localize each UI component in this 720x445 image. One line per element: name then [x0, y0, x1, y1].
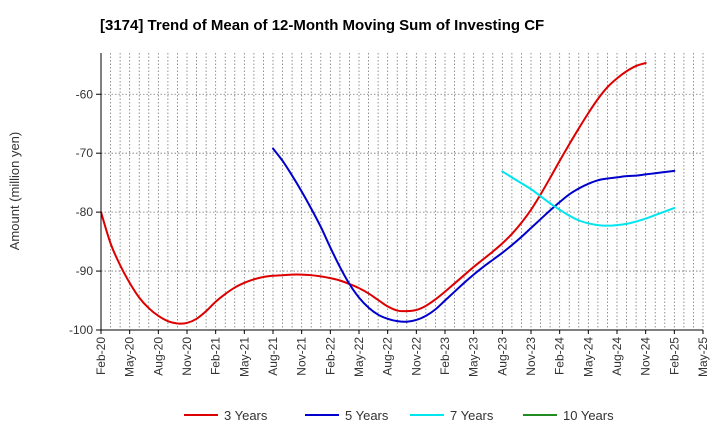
- x-tick-label: Aug-21: [266, 337, 280, 376]
- x-tick-label: Feb-23: [438, 337, 452, 375]
- x-tick-label: Aug-20: [151, 337, 165, 376]
- x-tick-label: May-22: [352, 337, 366, 377]
- y-tick-label: -90: [76, 264, 94, 278]
- series-line-5-years: [272, 147, 676, 323]
- x-tick-label: Feb-24: [553, 337, 567, 375]
- y-tick-label: -70: [76, 146, 94, 160]
- chart-title: [3174] Trend of Mean of 12-Month Moving …: [100, 17, 544, 34]
- x-tick-label: May-25: [696, 337, 710, 377]
- legend-label-10-years: 10 Years: [563, 408, 614, 423]
- x-tick-label: Nov-21: [295, 337, 309, 376]
- x-tick-label: Nov-22: [409, 337, 423, 376]
- legend-label-3-years: 3 Years: [224, 408, 268, 423]
- x-tick-label: Feb-21: [209, 337, 223, 375]
- x-tick-label: Nov-20: [180, 337, 194, 376]
- x-tick-label: May-21: [237, 337, 251, 377]
- series-line-3-years: [100, 62, 647, 325]
- legend: 3 Years 5 Years 7 Years 10 Years: [184, 408, 614, 423]
- x-tick-label: May-23: [467, 337, 481, 377]
- x-tick-label: Nov-24: [639, 337, 653, 376]
- x-tick-label: Feb-20: [94, 337, 108, 375]
- x-tick-label: Nov-23: [524, 337, 538, 376]
- y-axis-label: Amount (million yen): [7, 132, 22, 251]
- plot-background: [101, 53, 703, 330]
- x-tick-label: Feb-25: [667, 337, 681, 375]
- x-tick-label: Aug-22: [381, 337, 395, 376]
- x-tick-label: Aug-24: [610, 337, 624, 376]
- x-tick-label: May-24: [581, 337, 595, 377]
- y-tick-label: -80: [76, 205, 94, 219]
- legend-label-7-years: 7 Years: [450, 408, 494, 423]
- y-tick-label: -60: [76, 87, 94, 101]
- legend-label-5-years: 5 Years: [345, 408, 389, 423]
- x-tick-label: Aug-23: [495, 337, 509, 376]
- series-line-7-years: [501, 170, 676, 227]
- x-tick-label: Feb-22: [323, 337, 337, 375]
- plot-area: -100 -90 -80 -70 -60 Feb-20 May-20 Aug-20 Nov-20…: [69, 53, 710, 377]
- y-tick-label: -100: [69, 323, 93, 337]
- x-tick-label: May-20: [123, 337, 137, 377]
